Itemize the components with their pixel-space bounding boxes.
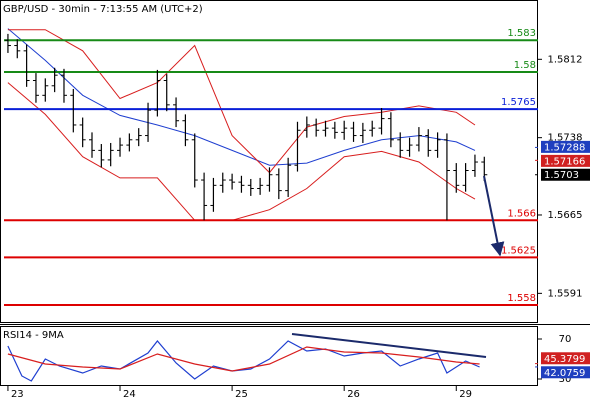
level-label: 1.5625 (501, 245, 536, 256)
price-marker-box (541, 154, 590, 167)
level-label: 1.583 (507, 28, 536, 39)
level-label: 1.5765 (501, 97, 536, 108)
panel-title: RSI14 - 9MA (3, 330, 64, 341)
price-panel-frame (0, 0, 538, 323)
x-tick-label: 25 (235, 389, 248, 400)
indicator-line (7, 28, 476, 166)
level-label: 1.58 (514, 60, 536, 71)
y-tick-label: 30 (559, 374, 572, 385)
price-marker-box (541, 352, 590, 365)
price-marker-box (541, 168, 590, 181)
x-tick-label: 26 (347, 389, 360, 400)
x-tick-label: 29 (459, 389, 472, 400)
y-tick-label: 1.5738 (548, 133, 583, 144)
price-marker-label: 45.3799 (544, 354, 585, 365)
series-line (7, 346, 480, 372)
panel-title: GBP/USD - 30min - 7:13:55 AM (UTC+2) (3, 4, 203, 15)
price-marker-box (541, 140, 590, 153)
y-tick-label: 1.5812 (548, 54, 583, 65)
x-tick-label: 24 (123, 389, 136, 400)
price-marker-label: 42.0759 (544, 368, 585, 379)
rsi-trendline (291, 333, 487, 358)
indicator-line (7, 82, 476, 221)
price-marker-label: 1.5703 (544, 170, 579, 181)
series-line (7, 340, 480, 382)
rsi-panel-frame (0, 326, 538, 386)
indicator-line (7, 29, 476, 174)
price-marker-box (541, 366, 590, 379)
y-tick-label: 1.5665 (548, 210, 583, 221)
plot-layer: 1.583 1.58 1.5765 1.566 1.5625 1.558 GBP/USD -… (3, 4, 590, 400)
y-tick-label: 70 (559, 334, 572, 345)
forecast-arrow (483, 175, 505, 257)
price-marker-label: 1.57288 (544, 142, 585, 153)
price-marker-label: 1.57166 (544, 156, 585, 167)
level-label: 1.566 (507, 208, 536, 219)
y-tick-label: 1.5591 (548, 288, 583, 299)
level-label: 1.558 (507, 293, 536, 304)
x-tick-label: 23 (11, 389, 24, 400)
